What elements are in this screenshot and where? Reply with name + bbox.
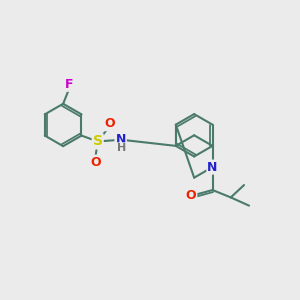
Text: S: S bbox=[93, 134, 103, 148]
Text: O: O bbox=[90, 156, 101, 169]
Text: F: F bbox=[65, 78, 74, 91]
Text: H: H bbox=[117, 143, 126, 153]
Text: O: O bbox=[186, 189, 196, 203]
Text: N: N bbox=[207, 160, 218, 174]
Text: N: N bbox=[116, 134, 126, 146]
Text: O: O bbox=[104, 117, 115, 130]
